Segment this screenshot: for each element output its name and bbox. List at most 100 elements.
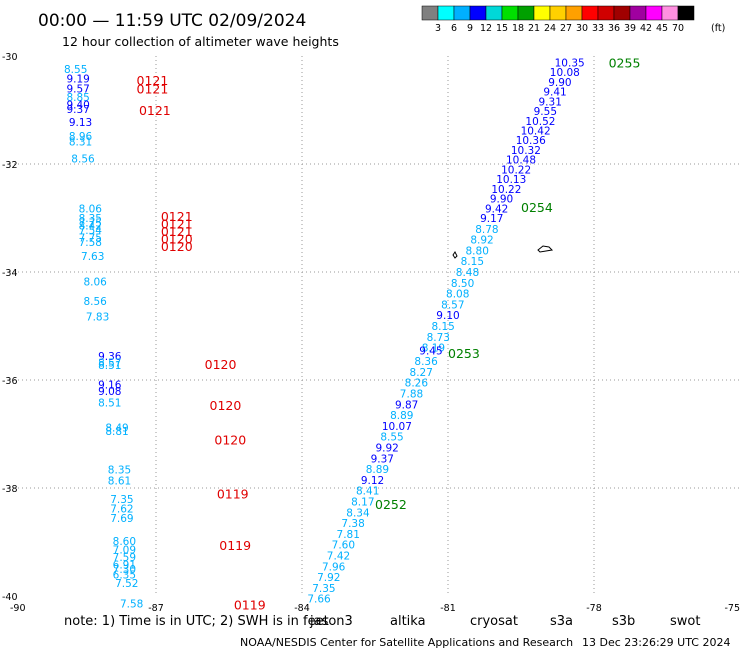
colorbar-unit-label: (ft) (711, 23, 725, 34)
chart-title: 00:00 — 11:59 UTC 02/09/2024 (38, 11, 306, 31)
jason3-swh-label: 8.80 (466, 245, 489, 257)
jason3-swh-label: 9.87 (395, 399, 418, 411)
cryosat-swh-label: 7.54 (79, 225, 103, 237)
cryosat-swh-label: 8.85 (66, 92, 89, 104)
cryosat-swh-label: 9.40 (66, 100, 89, 112)
jason3-swh-label: 8.41 (356, 486, 379, 498)
cryosat-time-label: 0121 (137, 73, 169, 88)
y-tick-label: -34 (2, 268, 18, 279)
cryosat-time-label: 0120 (210, 398, 242, 413)
cryosat-swh-label: 8.57 (98, 358, 121, 370)
cryosat-time-label: 0120 (214, 432, 246, 447)
jason3-swh-label: 8.19 (422, 343, 445, 355)
colorbar-swatch (485, 5, 503, 21)
island-outline (537, 245, 554, 253)
jason3-time-label: 0253 (448, 346, 480, 361)
cryosat-time-label: 0121 (161, 209, 193, 224)
jason3-swh-label: 8.89 (366, 464, 389, 476)
jason3-swh-label: 9.55 (534, 106, 557, 118)
cryosat-swh-label: 8.96 (69, 131, 93, 143)
cryosat-time-label: 0120 (205, 357, 237, 372)
colorbar-tick-label: 15 (496, 23, 508, 34)
jason3-time-label: 0254 (521, 200, 553, 215)
credit-text: NOAA/NESDIS Center for Satellite Applica… (240, 636, 573, 649)
satellite-legend-altika: altika (390, 614, 426, 629)
jason3-time-label: 0255 (609, 55, 641, 70)
x-tick-label: -87 (148, 603, 164, 614)
cryosat-time-label: 0120 (161, 232, 193, 247)
cryosat-swh-label: 7.52 (115, 578, 138, 590)
y-tick-label: -36 (2, 376, 18, 387)
cryosat-swh-label: 8.49 (105, 423, 128, 435)
jason3-swh-label: 10.36 (516, 135, 546, 147)
chart-subtitle: 12 hour collection of altimeter wave hei… (62, 34, 339, 49)
land-features (452, 245, 554, 259)
jason3-swh-label: 8.48 (456, 267, 479, 279)
x-tick-label: -75 (724, 603, 740, 614)
jason3-swh-label: 8.17 (351, 497, 374, 509)
colorbar-tick-label: 3 (435, 23, 441, 34)
cryosat-swh-label: 7.59 (113, 552, 136, 564)
jason3-swh-label: 7.42 (327, 551, 350, 563)
jason3-swh-label: 8.73 (427, 332, 450, 344)
cryosat-swh-label: 9.13 (69, 117, 92, 129)
colorbar-swatch (581, 5, 599, 21)
jason3-swh-label: 8.15 (431, 321, 454, 333)
colorbar-tick-label: 24 (544, 23, 556, 34)
jason3-swh-label: 7.88 (400, 389, 423, 401)
color-scale-bar: 3 6 9 12 15 18 21 24 27 30 33 36 39 42 45 70 (421, 5, 695, 34)
jason3-swh-label: 8.55 (380, 432, 403, 444)
jason3-swh-label: 8.78 (475, 224, 498, 236)
jason3-swh-label: 9.17 (480, 213, 503, 225)
cryosat-swh-label: 8.61 (108, 475, 131, 487)
jason3-time-label: 0252 (375, 497, 407, 512)
jason3-swh-label: 9.42 (485, 203, 508, 215)
wave-height-marks: 10.3510.089.909.419.319.5510.5210.4210.3… (64, 55, 640, 612)
cryosat-swh-label: 7.09 (113, 545, 136, 557)
jason3-swh-label: 7.66 (307, 594, 331, 606)
jason3-swh-label: 10.07 (382, 421, 412, 433)
cryosat-swh-label: 8.56 (71, 154, 95, 166)
satellite-legend-swot: swot (670, 614, 700, 629)
cryosat-swh-label: 8.42 (79, 221, 102, 233)
cryosat-swh-label: 7.30 (113, 564, 136, 576)
cryosat-swh-label: 8.31 (69, 136, 92, 148)
satellite-legend-s3b: s3b (612, 614, 635, 629)
jason3-swh-label: 10.52 (525, 116, 555, 128)
jason3-swh-label: 9.10 (436, 310, 459, 322)
cryosat-swh-label: 7.35 (110, 494, 133, 506)
cryosat-swh-label: 7.75 (79, 232, 102, 244)
cryosat-time-label: 0121 (161, 224, 193, 239)
jason3-swh-label: 8.50 (451, 278, 474, 290)
jason3-swh-label: 8.36 (414, 356, 438, 368)
cryosat-swh-label: 8.55 (64, 64, 87, 76)
cryosat-swh-label: 8.56 (83, 296, 107, 308)
jason3-swh-label: 8.89 (390, 410, 413, 422)
cryosat-swh-label: 7.63 (81, 251, 104, 263)
jason3-swh-label: 10.48 (506, 155, 536, 167)
satellite-legend-jason3: jason3 (309, 614, 353, 629)
colorbar-tick-label: 6 (451, 23, 457, 34)
x-tick-label: -90 (10, 603, 26, 614)
colorbar-tick-label: 33 (592, 23, 604, 34)
colorbar-tick-label: 42 (640, 23, 652, 34)
jason3-swh-label: 10.13 (496, 174, 526, 186)
colorbar-swatch (613, 5, 631, 21)
cryosat-time-label: 0121 (139, 103, 171, 118)
colorbar-swatch (629, 5, 647, 21)
cryosat-time-label: 0119 (217, 486, 249, 501)
colorbar-tick-label: 30 (576, 23, 588, 34)
cryosat-swh-label: 9.16 (98, 379, 122, 391)
jason3-swh-label: 7.96 (322, 561, 346, 573)
cryosat-swh-label: 6.91 (113, 560, 136, 572)
colorbar-tick-label: 18 (512, 23, 524, 34)
jason3-swh-label: 8.27 (410, 367, 433, 379)
jason3-swh-label: 8.57 (441, 299, 464, 311)
colorbar-swatch (421, 5, 439, 21)
cryosat-swh-label: 8.60 (113, 536, 136, 548)
jason3-swh-label: 7.35 (312, 583, 335, 595)
cryosat-swh-label: 8.81 (105, 426, 128, 438)
y-tick-label: -38 (2, 484, 18, 495)
colorbar-swatch (549, 5, 567, 21)
